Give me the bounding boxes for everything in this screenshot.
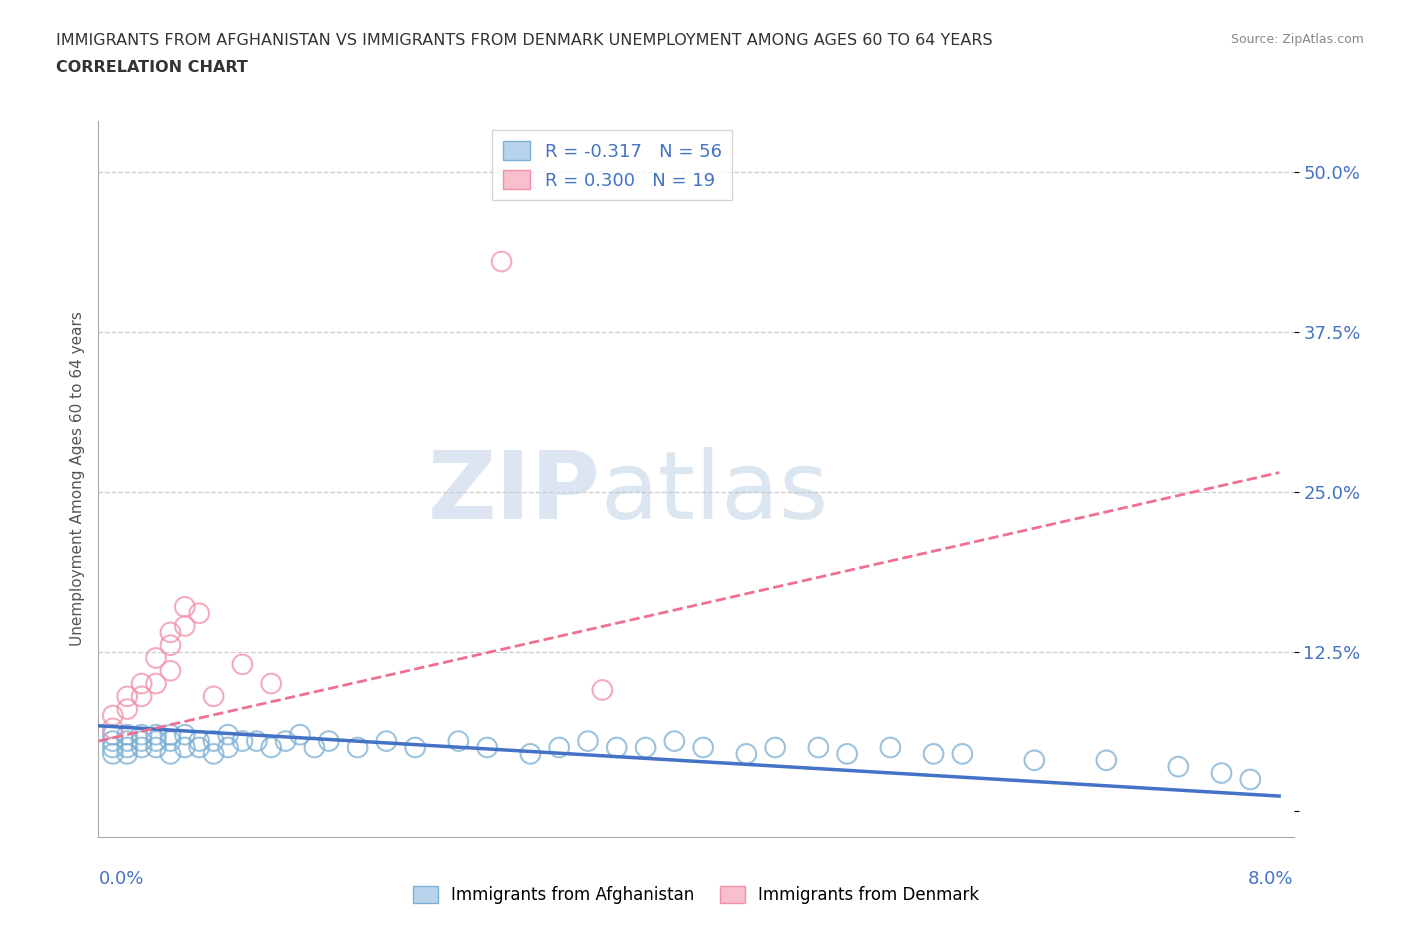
Point	[115, 740, 138, 755]
Point	[519, 747, 541, 762]
Point	[274, 734, 297, 749]
Point	[115, 702, 138, 717]
Point	[246, 734, 269, 749]
Point	[950, 747, 973, 762]
Point	[260, 676, 283, 691]
Text: CORRELATION CHART: CORRELATION CHART	[56, 60, 247, 75]
Point	[115, 727, 138, 742]
Point	[807, 740, 830, 755]
Point	[763, 740, 786, 755]
Point	[173, 618, 195, 633]
Point	[101, 734, 124, 749]
Point	[606, 740, 628, 755]
Point	[692, 740, 714, 755]
Point	[591, 683, 613, 698]
Text: Source: ZipAtlas.com: Source: ZipAtlas.com	[1230, 33, 1364, 46]
Point	[101, 708, 124, 723]
Point	[131, 734, 153, 749]
Point	[101, 721, 124, 736]
Point	[202, 747, 225, 762]
Point	[159, 663, 181, 678]
Point	[188, 734, 211, 749]
Point	[115, 689, 138, 704]
Point	[1167, 759, 1189, 774]
Point	[231, 734, 253, 749]
Point	[304, 740, 326, 755]
Point	[173, 600, 195, 615]
Point	[1239, 772, 1261, 787]
Point	[173, 727, 195, 742]
Point	[159, 734, 181, 749]
Point	[447, 734, 470, 749]
Text: 8.0%: 8.0%	[1249, 870, 1294, 888]
Point	[576, 734, 599, 749]
Point	[375, 734, 398, 749]
Point	[159, 727, 181, 742]
Point	[288, 727, 311, 742]
Point	[231, 657, 253, 671]
Point	[159, 747, 181, 762]
Point	[173, 740, 195, 755]
Point	[1024, 753, 1046, 768]
Point	[404, 740, 426, 755]
Point	[879, 740, 901, 755]
Point	[131, 727, 153, 742]
Point	[664, 734, 686, 749]
Point	[922, 747, 945, 762]
Point	[145, 727, 167, 742]
Text: IMMIGRANTS FROM AFGHANISTAN VS IMMIGRANTS FROM DENMARK UNEMPLOYMENT AMONG AGES 6: IMMIGRANTS FROM AFGHANISTAN VS IMMIGRANT…	[56, 33, 993, 47]
Point	[188, 605, 211, 620]
Point	[159, 638, 181, 653]
Point	[1095, 753, 1118, 768]
Point	[491, 254, 513, 269]
Point	[217, 727, 239, 742]
Text: ZIP: ZIP	[427, 447, 600, 539]
Point	[202, 734, 225, 749]
Point	[101, 747, 124, 762]
Point	[548, 740, 571, 755]
Y-axis label: Unemployment Among Ages 60 to 64 years: Unemployment Among Ages 60 to 64 years	[69, 312, 84, 646]
Point	[145, 740, 167, 755]
Point	[217, 740, 239, 755]
Point	[477, 740, 499, 755]
Point	[115, 734, 138, 749]
Point	[101, 740, 124, 755]
Point	[346, 740, 368, 755]
Point	[145, 734, 167, 749]
Point	[318, 734, 340, 749]
Legend: R = -0.317   N = 56, R = 0.300   N = 19: R = -0.317 N = 56, R = 0.300 N = 19	[492, 130, 733, 200]
Text: 0.0%: 0.0%	[98, 870, 143, 888]
Point	[115, 747, 138, 762]
Point	[202, 689, 225, 704]
Point	[131, 676, 153, 691]
Point	[1211, 765, 1233, 780]
Point	[260, 740, 283, 755]
Point	[131, 689, 153, 704]
Point	[145, 651, 167, 666]
Point	[837, 747, 859, 762]
Point	[188, 740, 211, 755]
Point	[145, 676, 167, 691]
Point	[131, 740, 153, 755]
Point	[634, 740, 657, 755]
Text: atlas: atlas	[600, 447, 828, 539]
Point	[101, 727, 124, 742]
Point	[735, 747, 758, 762]
Point	[159, 625, 181, 640]
